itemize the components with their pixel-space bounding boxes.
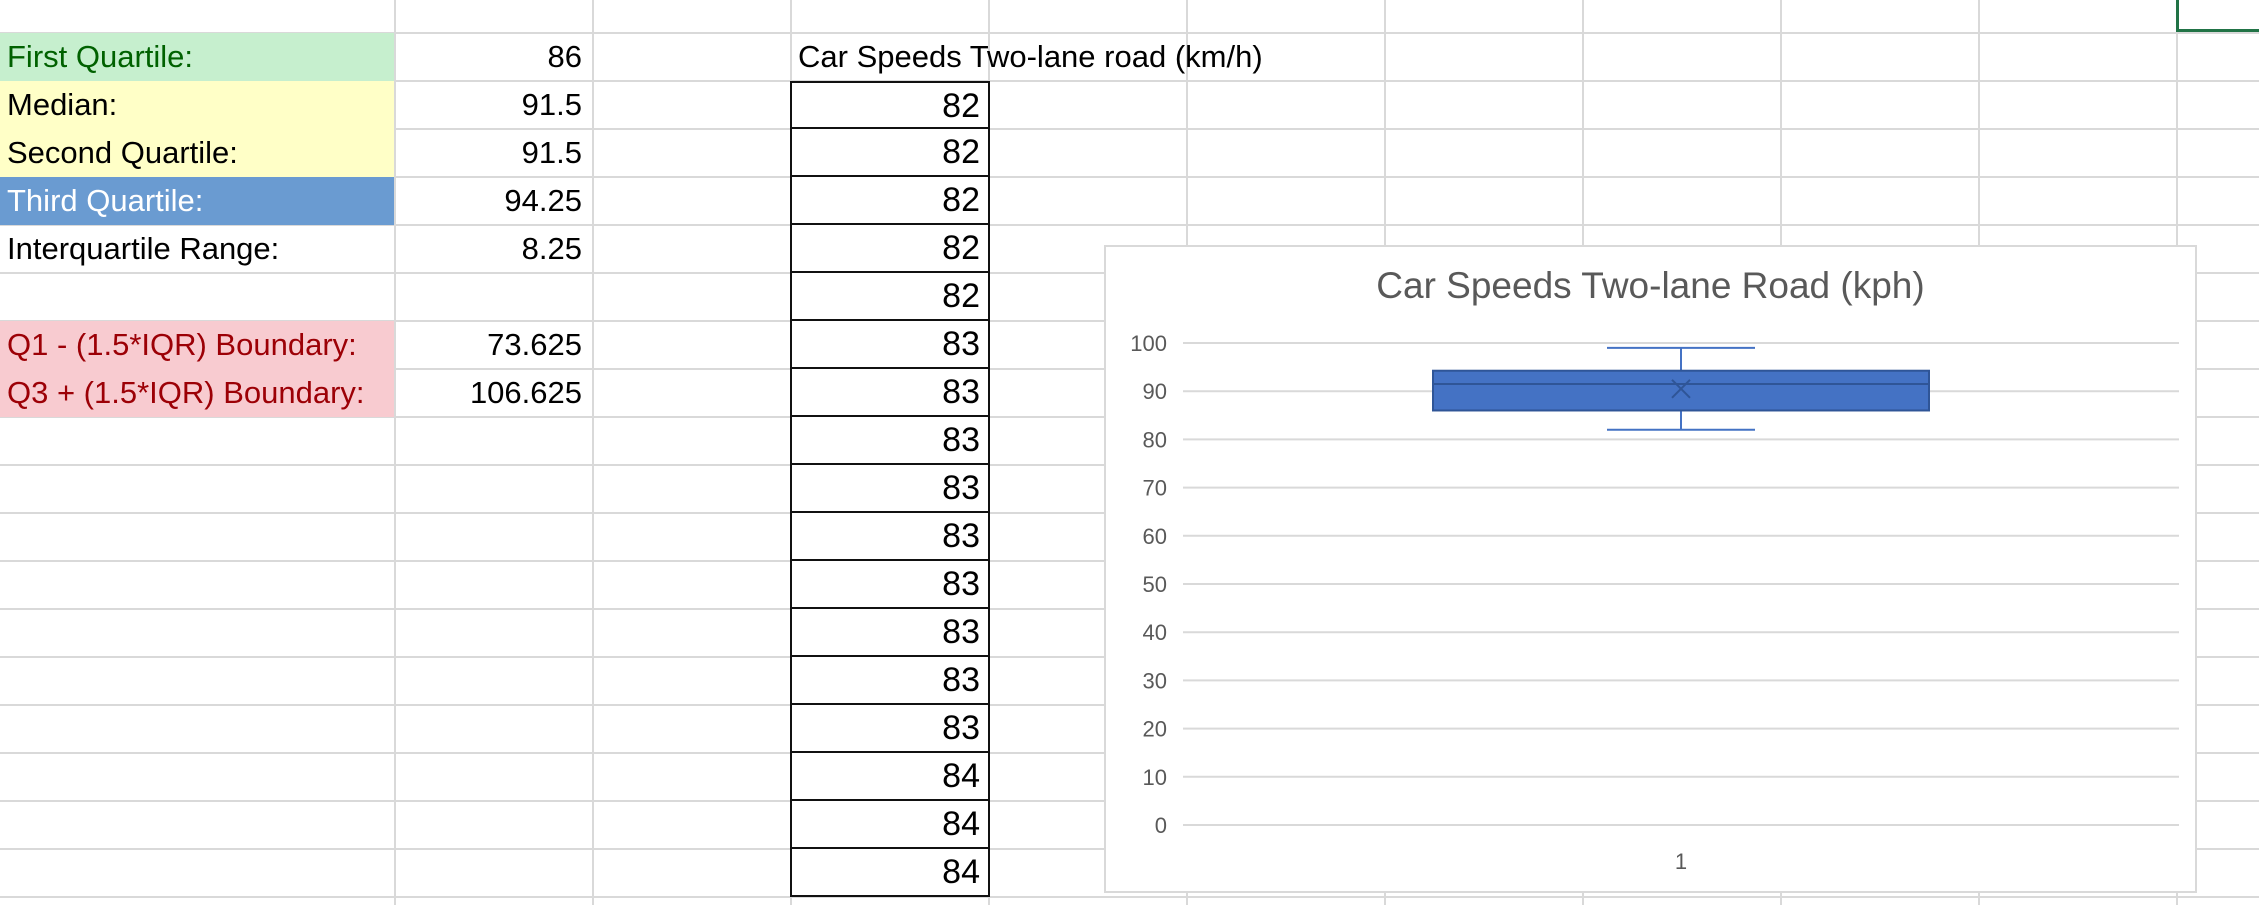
stat-value[interactable]: 91.5	[521, 87, 582, 122]
y-tick-label: 100	[1130, 331, 1167, 356]
y-tick-label: 10	[1143, 765, 1167, 790]
y-tick-label: 0	[1155, 813, 1167, 838]
row-gridline	[0, 896, 2259, 898]
row-gridline	[0, 80, 2259, 82]
stat-label[interactable]	[0, 273, 394, 321]
data-cell[interactable]: 82	[790, 177, 990, 225]
chart-plot-area: 0 10 20 30 40 50 60 70 80 90 100 1	[1130, 331, 2179, 874]
row-gridline	[0, 176, 2259, 178]
row-gridline	[0, 224, 2259, 226]
stat-label[interactable]: First Quartile:	[0, 33, 394, 81]
y-tick-label: 50	[1143, 572, 1167, 597]
stat-label[interactable]: Median:	[0, 81, 394, 129]
stat-value[interactable]: 86	[547, 39, 582, 74]
data-cell[interactable]: 82	[790, 225, 990, 273]
stat-value[interactable]	[394, 273, 590, 321]
stat-value[interactable]: 106.625	[469, 375, 582, 410]
data-cell[interactable]: 82	[790, 81, 990, 129]
y-tick-label: 70	[1143, 476, 1167, 501]
stat-label[interactable]: Second Quartile:	[0, 129, 394, 177]
y-tick-label: 20	[1143, 717, 1167, 742]
stat-value[interactable]: 91.5	[521, 135, 582, 170]
y-tick-label: 30	[1143, 668, 1167, 693]
data-cell[interactable]: 83	[790, 657, 990, 705]
y-tick-label: 90	[1143, 379, 1167, 404]
stat-label[interactable]: Q1 - (1.5*IQR) Boundary:	[0, 321, 394, 369]
y-tick-label: 40	[1143, 620, 1167, 645]
stat-label[interactable]: Third Quartile:	[0, 177, 394, 225]
data-cell[interactable]: 84	[790, 801, 990, 849]
stat-label[interactable]: Interquartile Range:	[7, 231, 280, 266]
data-cell[interactable]: 84	[790, 849, 990, 897]
column-gridline	[394, 0, 396, 905]
column-gridline	[592, 0, 594, 905]
data-cell[interactable]: 82	[790, 129, 990, 177]
mean-marker	[1671, 379, 1691, 399]
row-gridline	[0, 128, 2259, 130]
data-cell[interactable]: 83	[790, 465, 990, 513]
data-cell[interactable]: 83	[790, 561, 990, 609]
data-cell[interactable]: 83	[790, 321, 990, 369]
stat-value[interactable]: 94.25	[504, 183, 582, 218]
data-cell[interactable]: 83	[790, 705, 990, 753]
data-cell[interactable]: 83	[790, 369, 990, 417]
data-cell[interactable]: 82	[790, 273, 990, 321]
x-category-label: 1	[1675, 849, 1687, 874]
data-cell[interactable]: 83	[790, 609, 990, 657]
chart-title[interactable]: Car Speeds Two-lane Road (kph)	[1376, 265, 1925, 306]
data-cell[interactable]: 83	[790, 417, 990, 465]
row-gridline	[0, 32, 2259, 34]
data-cell[interactable]: 83	[790, 513, 990, 561]
data-column-header[interactable]: Car Speeds Two-lane road (km/h)	[798, 39, 1263, 74]
cell-selection-indicator	[2176, 0, 2259, 32]
data-cell[interactable]: 84	[790, 753, 990, 801]
box-plot-chart[interactable]: Car Speeds Two-lane Road (kph) 0 10 20 30 40…	[1104, 245, 2197, 893]
interquartile-box	[1432, 369, 1930, 412]
stat-value[interactable]: 73.625	[487, 327, 582, 362]
y-tick-label: 80	[1143, 427, 1167, 452]
stat-value[interactable]: 8.25	[521, 231, 582, 266]
stat-label[interactable]: Q3 + (1.5*IQR) Boundary:	[0, 369, 394, 417]
y-tick-label: 60	[1143, 524, 1167, 549]
